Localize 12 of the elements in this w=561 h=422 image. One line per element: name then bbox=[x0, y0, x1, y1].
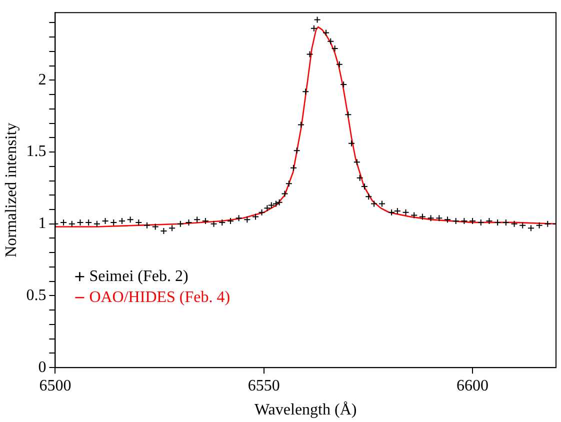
y-tick-label: 1.5 bbox=[26, 143, 46, 160]
y-tick-label: 1 bbox=[38, 215, 46, 232]
x-axis-title: Wavelength (Å) bbox=[254, 400, 357, 419]
x-tick-label: 6550 bbox=[248, 377, 280, 394]
x-tick-label: 6600 bbox=[456, 377, 489, 394]
y-tick-label: 2 bbox=[38, 71, 46, 88]
legend-label: Seimei (Feb. 2) bbox=[89, 268, 188, 285]
y-axis-title: Normalized intensity bbox=[2, 122, 20, 258]
y-tick-label: 0 bbox=[38, 358, 46, 376]
x-tick-label: 6500 bbox=[39, 377, 72, 394]
legend-label: OAO/HIDES (Feb. 4) bbox=[89, 288, 230, 306]
y-tick-label: 0.5 bbox=[26, 286, 46, 304]
